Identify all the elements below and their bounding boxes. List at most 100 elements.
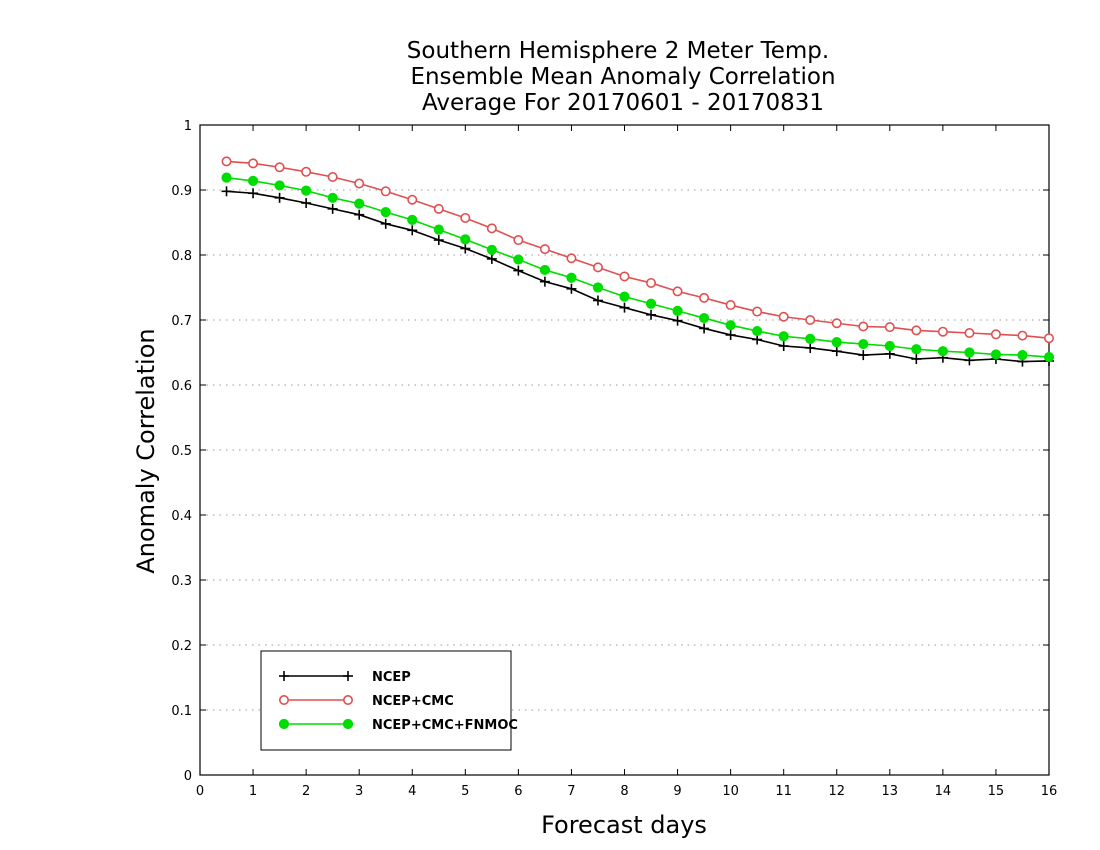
data-point-ncep bbox=[831, 346, 842, 357]
data-point-ncep-cmc-fnmoc bbox=[990, 349, 1002, 360]
data-point-ncep bbox=[911, 354, 922, 364]
chart-title-line-1: Southern Hemisphere 2 Meter Temp. bbox=[407, 38, 829, 64]
x-tick-label: 16 bbox=[1041, 784, 1058, 799]
data-point-ncep-cmc-fnmoc bbox=[698, 312, 710, 324]
legend-item-ncep: NCEP bbox=[279, 670, 411, 685]
x-tick-label: 2 bbox=[302, 784, 310, 799]
chart-title-line-2: Ensemble Mean Anomaly Correlation bbox=[410, 64, 835, 90]
y-tick-label: 0 bbox=[184, 769, 192, 784]
data-point-ncep-cmc bbox=[725, 300, 736, 311]
data-point-ncep-cmc bbox=[301, 166, 312, 177]
data-point-ncep-cmc bbox=[778, 311, 789, 322]
x-axis-label: Forecast days bbox=[541, 811, 707, 839]
data-point-ncep-cmc bbox=[433, 203, 444, 214]
data-point-ncep-cmc bbox=[592, 262, 603, 273]
data-point-ncep-cmc bbox=[539, 244, 550, 255]
y-tick-label: 0.1 bbox=[171, 704, 192, 719]
y-tick-label: 0.4 bbox=[171, 509, 192, 524]
data-point-ncep bbox=[805, 342, 816, 353]
legend-marker bbox=[343, 671, 353, 681]
legend-marker bbox=[278, 718, 290, 730]
data-point-ncep-cmc bbox=[752, 306, 763, 317]
data-point-ncep bbox=[486, 253, 497, 264]
data-point-ncep-cmc-fnmoc bbox=[1017, 350, 1028, 361]
data-point-ncep-cmc bbox=[699, 292, 710, 303]
x-tick-label: 12 bbox=[828, 784, 845, 799]
y-tick-label: 0.6 bbox=[171, 379, 192, 394]
x-tick-label: 11 bbox=[775, 784, 792, 799]
data-point-ncep bbox=[248, 188, 259, 199]
plot-frame bbox=[199, 124, 1050, 776]
legend: NCEP NCEP+CMC NCEP+CMC+FNMOC bbox=[260, 650, 518, 751]
data-point-ncep bbox=[752, 334, 763, 345]
data-point-ncep bbox=[725, 329, 736, 340]
data-point-ncep bbox=[327, 203, 338, 214]
chart-title-line-3: Average For 20170601 - 20170831 bbox=[422, 90, 824, 116]
data-point-ncep-cmc bbox=[858, 321, 869, 332]
x-tick-label: 8 bbox=[620, 784, 628, 799]
data-point-ncep-cmc bbox=[990, 329, 1001, 340]
data-point-ncep-cmc-fnmoc bbox=[592, 282, 604, 293]
data-point-ncep-cmc bbox=[513, 235, 524, 246]
series-ncep bbox=[221, 186, 1054, 367]
data-point-ncep-cmc-fnmoc bbox=[884, 340, 895, 352]
grid-lines bbox=[200, 189, 1049, 711]
data-point-ncep-cmc-fnmoc bbox=[221, 172, 232, 183]
legend-label: NCEP+CMC+FNMOC bbox=[372, 718, 518, 733]
data-point-ncep bbox=[566, 283, 577, 294]
x-tick-label: 7 bbox=[567, 784, 575, 799]
data-point-ncep-cmc bbox=[566, 253, 577, 264]
chart-title: Southern Hemisphere 2 Meter Temp. Ensemb… bbox=[407, 38, 836, 116]
data-point-ncep bbox=[380, 218, 391, 229]
y-tick-label: 0.5 bbox=[171, 444, 192, 459]
data-point-ncep-cmc-fnmoc bbox=[433, 224, 444, 235]
legend-label: NCEP bbox=[372, 670, 411, 685]
x-tick-label: 1 bbox=[249, 784, 257, 799]
data-point-ncep-cmc-fnmoc bbox=[831, 337, 842, 348]
data-point-ncep-cmc bbox=[884, 322, 895, 333]
data-point-ncep bbox=[619, 302, 630, 313]
series-ncep-cmc bbox=[221, 156, 1055, 344]
y-tick-label: 0.2 bbox=[171, 639, 192, 654]
data-point-ncep-cmc-fnmoc bbox=[752, 325, 763, 337]
series-line-ncep bbox=[226, 190, 1050, 363]
data-point-ncep bbox=[858, 350, 869, 361]
data-point-ncep-cmc bbox=[1044, 333, 1055, 344]
data-point-ncep-cmc-fnmoc bbox=[513, 254, 524, 265]
legend-marker bbox=[342, 718, 354, 730]
data-point-ncep bbox=[778, 341, 789, 351]
data-point-ncep-cmc bbox=[380, 186, 391, 197]
legend-item-ncep-cmc: NCEP+CMC bbox=[278, 694, 454, 709]
data-point-ncep-cmc-fnmoc bbox=[725, 320, 736, 331]
y-tick-label: 0.3 bbox=[171, 574, 192, 589]
data-point-ncep-cmc-fnmoc bbox=[964, 347, 975, 358]
legend-marker bbox=[279, 671, 289, 681]
x-tick-label: 10 bbox=[722, 784, 739, 799]
data-point-ncep bbox=[592, 295, 603, 306]
data-point-ncep-cmc-fnmoc bbox=[460, 234, 471, 245]
y-tick-label: 0.7 bbox=[171, 314, 192, 329]
data-point-ncep-cmc-fnmoc bbox=[619, 291, 630, 302]
data-point-ncep-cmc-fnmoc bbox=[354, 198, 365, 209]
data-point-ncep bbox=[354, 209, 365, 220]
data-point-ncep-cmc-fnmoc bbox=[274, 180, 285, 191]
data-point-ncep bbox=[646, 309, 657, 320]
data-point-ncep-cmc bbox=[831, 318, 842, 329]
data-point-ncep-cmc bbox=[221, 156, 232, 167]
series-ncep-cmc-fnmoc bbox=[221, 172, 1055, 363]
data-point-ncep-cmc-fnmoc bbox=[486, 244, 497, 255]
data-point-ncep bbox=[539, 276, 550, 287]
legend-marker bbox=[278, 694, 289, 705]
data-point-ncep-cmc bbox=[327, 172, 338, 183]
data-point-ncep-cmc bbox=[248, 158, 259, 169]
data-point-ncep-cmc-fnmoc bbox=[247, 175, 259, 186]
x-tick-label: 6 bbox=[514, 784, 522, 799]
data-point-ncep-cmc-fnmoc bbox=[566, 272, 577, 283]
data-point-ncep-cmc bbox=[937, 326, 948, 337]
data-point-ncep-cmc bbox=[460, 212, 471, 223]
data-point-ncep-cmc-fnmoc bbox=[407, 214, 418, 225]
legend-marker bbox=[342, 694, 353, 705]
data-point-ncep-cmc bbox=[619, 271, 630, 282]
series-layer bbox=[221, 156, 1055, 367]
